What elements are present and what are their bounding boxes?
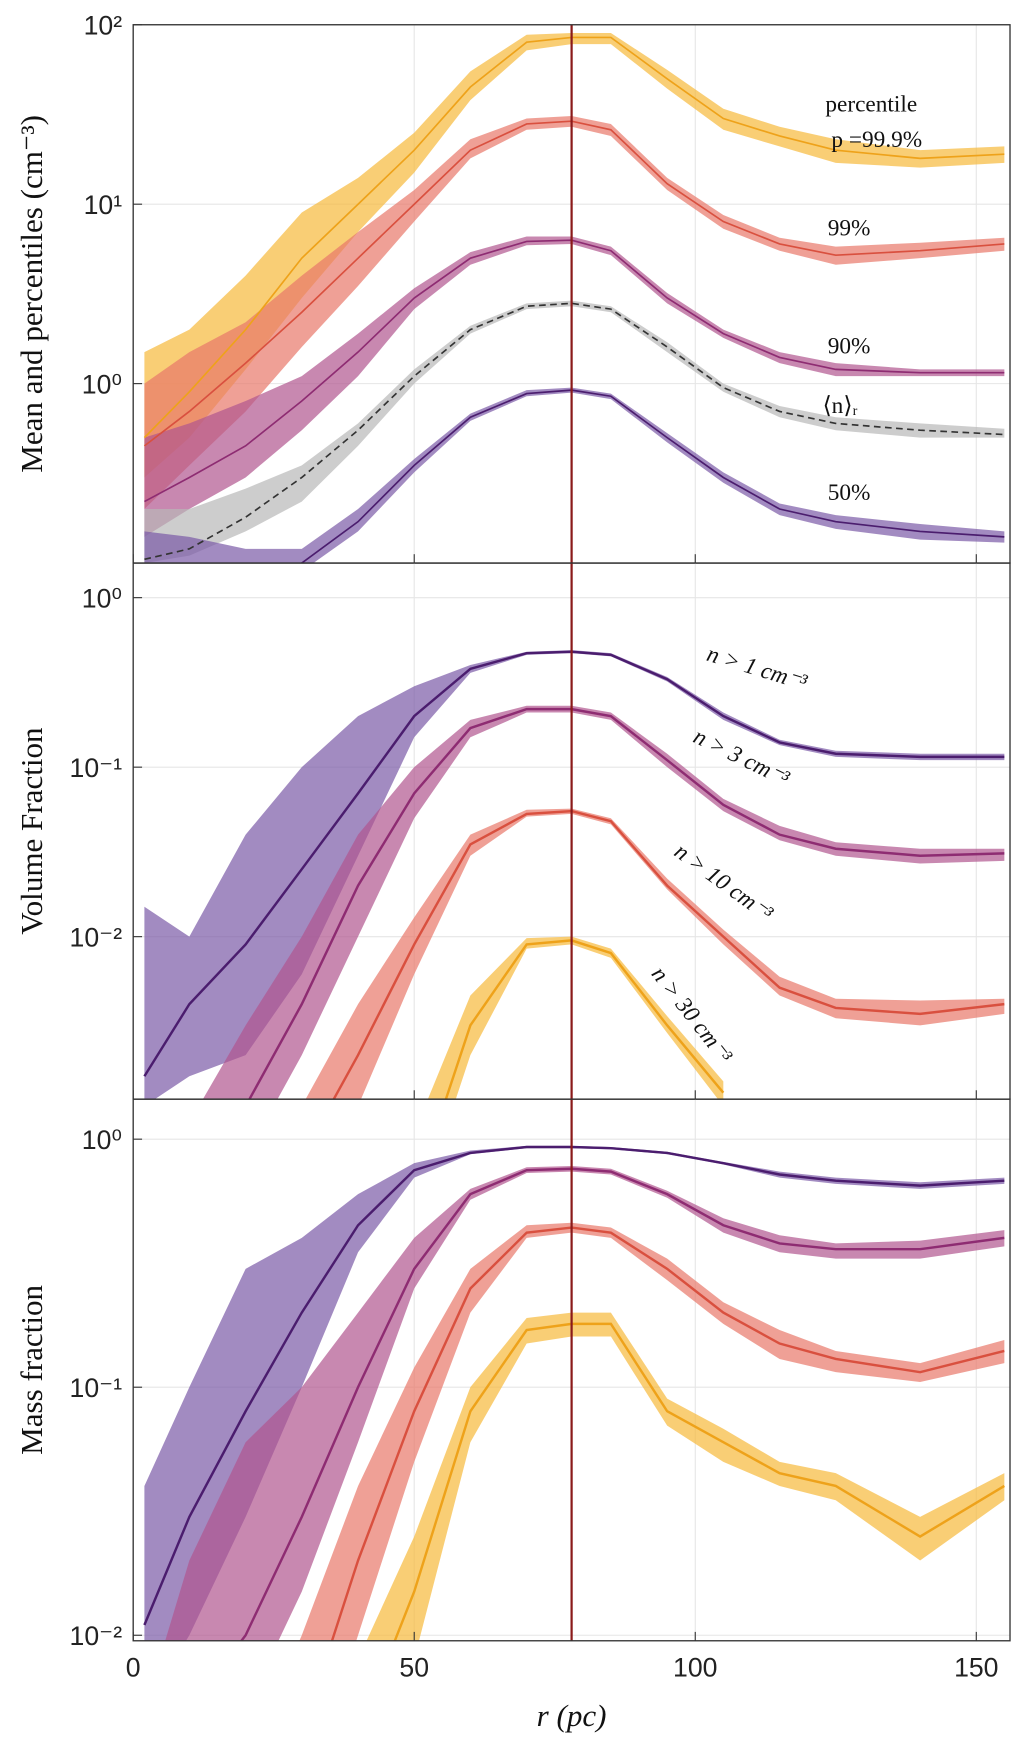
series-label: 99% bbox=[828, 216, 871, 242]
band bbox=[144, 300, 1005, 564]
line bbox=[330, 1226, 1005, 1641]
line bbox=[143, 1145, 1005, 1626]
series-label: p =99.9% bbox=[831, 127, 922, 153]
band bbox=[144, 32, 1005, 478]
y-tick-label: 10² bbox=[84, 11, 123, 41]
series-label: n > 3 cm⁻³ bbox=[689, 723, 794, 792]
line bbox=[144, 302, 1005, 561]
y-tick-label: 10⁻¹ bbox=[70, 753, 123, 783]
y-tick-label: 10¹ bbox=[84, 190, 123, 220]
band bbox=[305, 808, 1005, 1100]
band bbox=[202, 705, 1005, 1100]
series-label: 50% bbox=[828, 480, 871, 506]
y-tick-label: 10⁰ bbox=[82, 584, 122, 614]
band bbox=[144, 650, 1005, 1100]
line bbox=[239, 1167, 1005, 1641]
annotation: percentile bbox=[825, 91, 917, 117]
series-label: ⟨n⟩ᵣ bbox=[823, 393, 858, 419]
x-tick-label: 150 bbox=[954, 1652, 998, 1682]
series-label: n > 1 cm⁻³ bbox=[704, 641, 811, 696]
x-axis-label: r (pc) bbox=[537, 1698, 607, 1733]
y-tick-label: 10⁻² bbox=[70, 1621, 123, 1651]
y-axis-label: Mean and percentiles (cm⁻³) bbox=[14, 115, 49, 473]
line bbox=[143, 650, 1005, 1077]
band bbox=[144, 236, 1005, 537]
series-label: 90% bbox=[828, 333, 871, 359]
band bbox=[427, 936, 724, 1100]
y-tick-label: 10⁻¹ bbox=[70, 1373, 123, 1403]
x-tick-label: 0 bbox=[126, 1652, 141, 1682]
y-axis-label: Mass fraction bbox=[14, 1285, 49, 1455]
y-tick-label: 10⁰ bbox=[82, 370, 122, 400]
y-tick-label: 10⁰ bbox=[82, 1125, 122, 1155]
line bbox=[248, 707, 1005, 1100]
line bbox=[393, 1322, 1005, 1641]
line bbox=[332, 809, 1005, 1100]
x-tick-label: 50 bbox=[399, 1652, 429, 1682]
band bbox=[165, 1165, 1005, 1641]
band bbox=[144, 115, 1005, 510]
series-label: n > 10 cm⁻³ bbox=[669, 838, 778, 927]
line bbox=[143, 120, 1005, 447]
y-tick-label: 10⁻² bbox=[70, 923, 123, 953]
y-axis-label: Volume Fraction bbox=[14, 727, 49, 935]
plot-area bbox=[133, 1099, 1011, 1641]
line bbox=[143, 36, 1005, 439]
x-tick-label: 100 bbox=[673, 1652, 717, 1682]
line bbox=[144, 239, 1005, 503]
line bbox=[298, 389, 1005, 564]
line bbox=[444, 939, 725, 1100]
axes-frame bbox=[132, 1098, 1011, 1642]
